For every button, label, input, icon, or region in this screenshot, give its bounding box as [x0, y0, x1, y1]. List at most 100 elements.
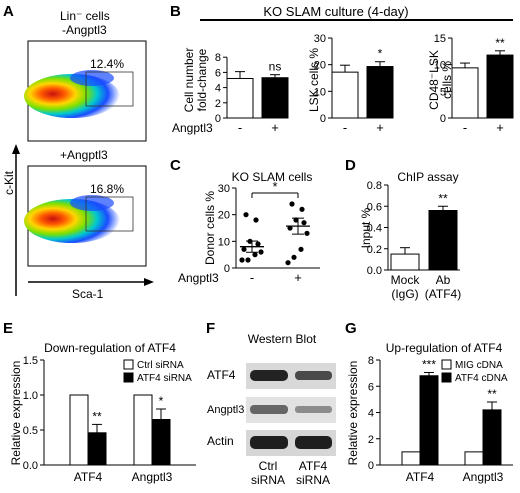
- panel-letter-g: G: [345, 320, 357, 337]
- B3-ylabel-1: CD48⁻LSK: [427, 50, 441, 110]
- blot-band-actin-si: [295, 436, 332, 449]
- western-lane-2b: siRNA: [296, 473, 330, 487]
- C-ytick-label-3: 30: [218, 183, 230, 195]
- G-ytick-label-4: 8: [368, 355, 374, 367]
- E-ytick-label-3: 1.5: [23, 355, 38, 367]
- western-row-atf4: ATF4: [207, 368, 236, 382]
- C-cat-0: -: [250, 270, 254, 285]
- B3-cat-0: -: [463, 120, 467, 135]
- C-point-0-7: [253, 217, 259, 223]
- E-ytick-label-0: 0.0: [23, 460, 38, 472]
- D-bar-0: [390, 253, 420, 271]
- B1-ytick-label-1: 2: [215, 98, 221, 110]
- panel-letter-c: C: [170, 157, 181, 174]
- G-sig-1: **: [487, 387, 497, 401]
- G-ytick-label-2: 4: [368, 408, 374, 420]
- G-bar-0-0: [401, 451, 421, 466]
- E-bar-0-1: [87, 432, 107, 466]
- flow-gate-top: [85, 71, 134, 107]
- G-cat-1: Angptl3: [463, 470, 504, 484]
- G-ytick-label-0: 0: [368, 460, 374, 472]
- G-cat-0: ATF4: [406, 470, 435, 484]
- G-bar-1-1: [482, 409, 502, 466]
- C-ytick-label-2: 20: [218, 210, 230, 222]
- G-ytick-label-3: 6: [368, 381, 374, 393]
- C-point-0-2: [252, 252, 258, 258]
- C-treatment-label: Angptl3: [178, 271, 219, 285]
- B2-ytick-label-1: 10: [314, 86, 326, 98]
- blot-band-actin-ctrl: [250, 436, 288, 449]
- B1-ytick-label-2: 4: [215, 83, 221, 95]
- B-treatment-label: Angptl3: [172, 121, 213, 135]
- panel-letter-b: B: [170, 3, 181, 20]
- B2-bar-1: [366, 66, 394, 119]
- C-point-0-0: [239, 257, 245, 263]
- B2-ytick-label-3: 30: [314, 33, 326, 45]
- C-point-1-5: [301, 220, 307, 226]
- western-blot: Western Blot ATF4 Angptl3 Actin Ctrl siR…: [207, 332, 336, 487]
- E-cat-1: Angptl3: [132, 470, 173, 484]
- E-ylabel: Relative expression: [9, 361, 23, 466]
- B1-sig-1: ns: [269, 60, 282, 74]
- D-ytick-label-3: 0.6: [367, 201, 382, 213]
- E-ytick-label-2: 1.0: [23, 390, 38, 402]
- D-sig-1: **: [438, 191, 448, 205]
- B1-ytick-label-4: 8: [215, 52, 221, 64]
- G-bar-0-1: [419, 375, 439, 466]
- C-point-0-3: [258, 249, 264, 255]
- B1-bar-0: [226, 77, 254, 119]
- C-point-1-0: [285, 260, 291, 266]
- B3-bar-1: [486, 54, 514, 119]
- B3-cat-1: +: [496, 120, 504, 135]
- D-subcat-1: (ATF4): [425, 287, 461, 301]
- C-ylabel: Donor cells %: [203, 191, 217, 265]
- C-title: KO SLAM cells: [232, 170, 313, 184]
- flow-bottom-title: +Angptl3: [60, 148, 108, 162]
- B2-ylabel: LSK cells %: [307, 48, 321, 112]
- panel-letter-f: F: [206, 320, 215, 337]
- G-ylabel: Relative expression: [346, 361, 360, 466]
- B3-ytick-label-0: 0: [440, 113, 446, 125]
- flow-gate-pct-bottom: 16.8%: [90, 182, 124, 196]
- western-lane-1b: siRNA: [251, 473, 285, 487]
- flow-top-title-2: -Angptl3: [62, 23, 107, 37]
- B1-cat-1: +: [271, 120, 279, 135]
- flow-top-title-1: Lin⁻ cells: [60, 9, 110, 23]
- C-point-1-6: [293, 217, 299, 223]
- B2-cat-0: -: [343, 120, 347, 135]
- G-bar-1-0: [464, 451, 484, 466]
- G-legend-label-0: MIG cDNA: [455, 360, 503, 371]
- B3-bar-0: [451, 67, 479, 119]
- B2-bar-0: [331, 71, 359, 119]
- C-point-1-7: [299, 206, 305, 212]
- D-ytick-label-4: 0.8: [367, 180, 382, 192]
- C-point-1-8: [289, 201, 295, 207]
- panel-letter-a: A: [3, 3, 14, 20]
- blot-band-angptl3-ctrl: [250, 405, 288, 414]
- B3-ytick-label-3: 15: [434, 33, 446, 45]
- C-point-1-3: [304, 230, 310, 236]
- D-cat-1: Ab: [436, 273, 451, 287]
- flow-gate-bottom: [85, 196, 134, 232]
- panel-letter-e: E: [3, 320, 13, 337]
- C-sig: *: [272, 179, 277, 194]
- D-bar-1: [428, 210, 458, 271]
- E-sig-0: **: [92, 409, 102, 423]
- flow-y-axis-label: c-Kit: [2, 170, 16, 195]
- B2-ytick-label-0: 0: [320, 113, 326, 125]
- panel-letter-d: D: [345, 157, 356, 174]
- B3-ytick-label-2: 10: [434, 60, 446, 72]
- G-legend-swatch-0: [441, 359, 452, 370]
- B2-ytick-label-2: 20: [314, 60, 326, 72]
- E-legend-swatch-0: [123, 359, 134, 370]
- E-bar-1-0: [133, 394, 153, 466]
- D-ytick-label-0: 0.0: [367, 265, 382, 277]
- D-ytick-label-1: 0.2: [367, 244, 382, 256]
- blot-band-atf4-ctrl: [250, 370, 288, 381]
- western-lane-1: Ctrl: [259, 459, 278, 473]
- western-lane-2: ATF4: [299, 459, 328, 473]
- B2-sig-1: *: [378, 47, 383, 61]
- B1-ylabel-1: Cell number: [182, 48, 196, 113]
- E-title: Down-regulation of ATF4: [44, 341, 176, 355]
